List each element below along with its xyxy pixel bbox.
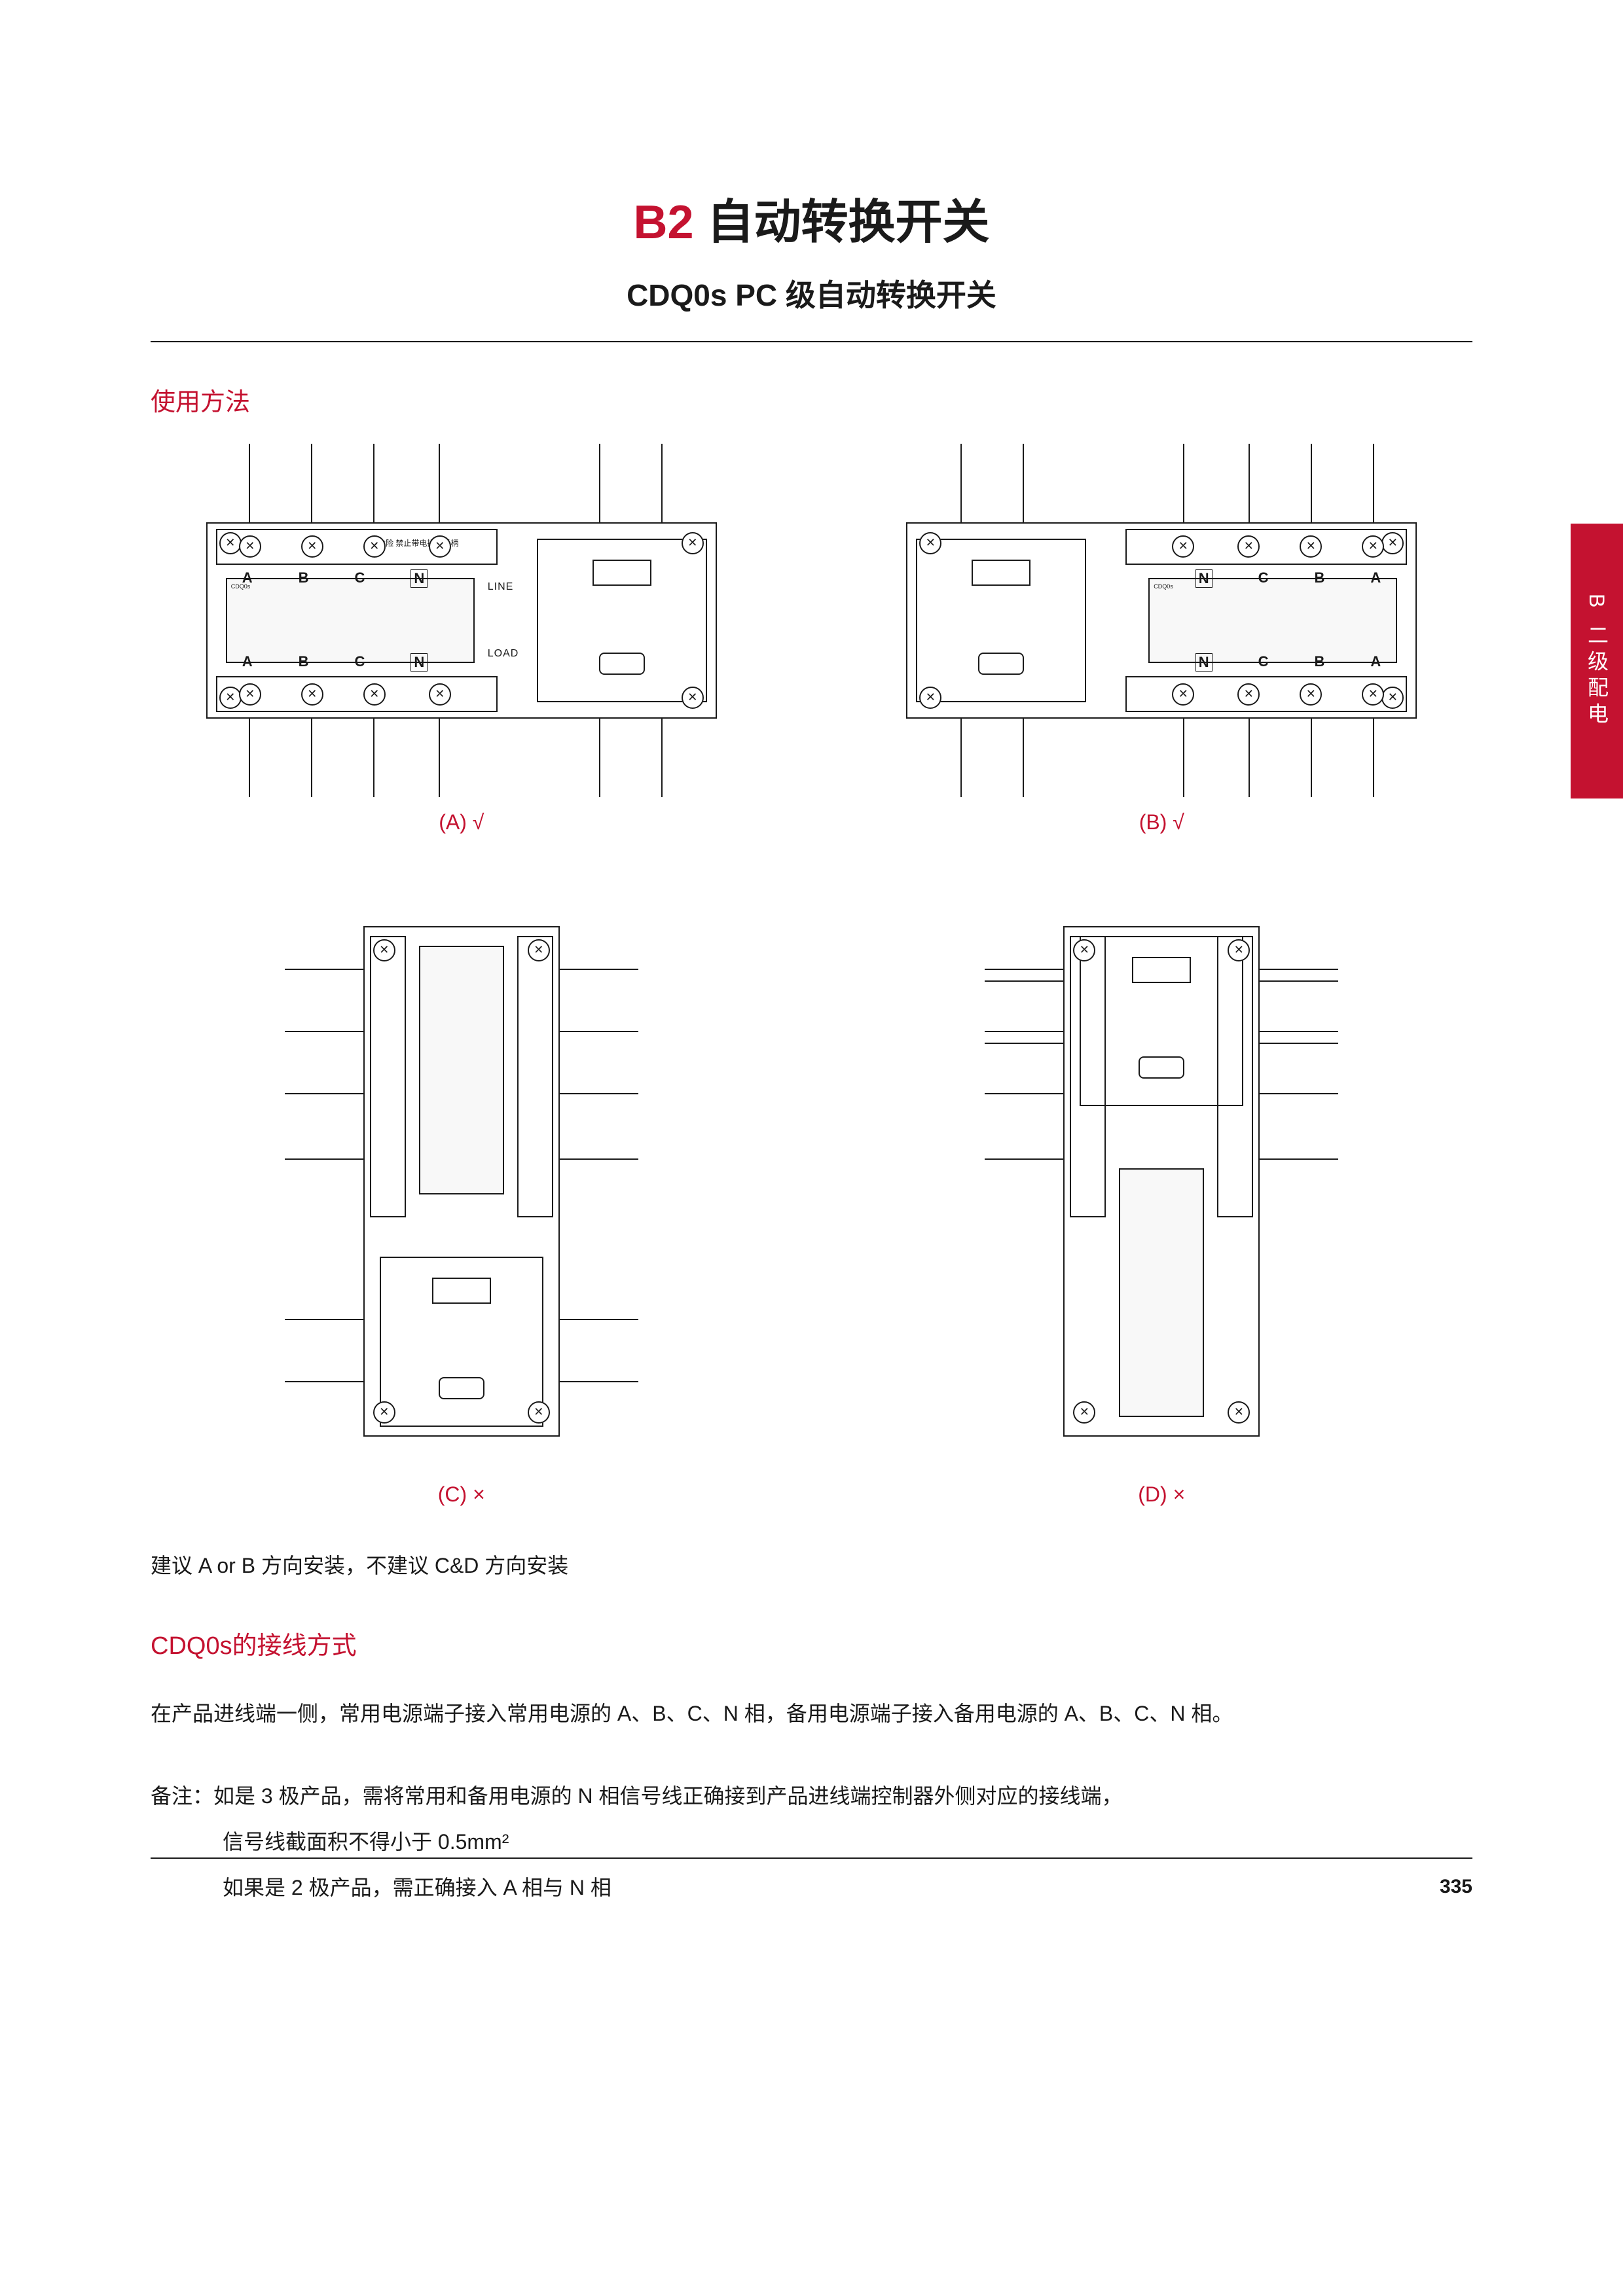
caption-c: (C) × <box>438 1482 485 1507</box>
device-c <box>291 900 632 1463</box>
header-rule <box>151 341 1472 342</box>
caption-b: (B) √ <box>1139 810 1184 834</box>
device-b: CDQ0s AB CN AB CN <box>880 450 1443 791</box>
title-main: 自动转换开关 <box>707 183 990 252</box>
page-header: B2 自动转换开关 CDQ0s PC 级自动转换开关 <box>151 183 1472 315</box>
install-recommendation: 建议 A or B 方向安装，不建议 C&D 方向安装 <box>151 1546 1472 1586</box>
notes: 备注：如是 3 极产品，需将常用和备用电源的 N 相信号线正确接到产品进线端控制… <box>151 1773 1472 1911</box>
diagram-a: ⚠ 危险 禁止带电操作手柄 CDQ0s AB <box>151 450 773 834</box>
page: B2 自动转换开关 CDQ0s PC 级自动转换开关 使用方法 ⚠ 危险 禁止带… <box>0 0 1623 1990</box>
page-number: 335 <box>1440 1876 1472 1898</box>
section-usage-title: 使用方法 <box>151 382 1472 418</box>
device-d <box>991 900 1332 1463</box>
footer-rule <box>151 1857 1472 1859</box>
diagrams-grid: ⚠ 危险 禁止带电操作手柄 CDQ0s AB <box>151 450 1472 1507</box>
subtitle: CDQ0s PC 级自动转换开关 <box>151 272 1472 315</box>
wiring-text: 在产品进线端一侧，常用电源端子接入常用电源的 A、B、C、N 相，备用电源端子接… <box>151 1694 1472 1734</box>
diagram-c: (C) × <box>151 900 773 1507</box>
note-line-3: 如果是 2 极产品，需正确接入 A 相与 N 相 <box>151 1865 1472 1910</box>
title-code: B2 <box>633 196 693 249</box>
diagram-b: CDQ0s AB CN AB CN <box>851 450 1473 834</box>
caption-a: (A) √ <box>439 810 484 834</box>
note-line-1: 备注：如是 3 极产品，需将常用和备用电源的 N 相信号线正确接到产品进线端控制… <box>151 1773 1472 1819</box>
section-wiring-title: CDQ0s的接线方式 <box>151 1625 1472 1661</box>
diagram-d: (D) × <box>851 900 1473 1507</box>
caption-d: (D) × <box>1138 1482 1185 1507</box>
device-a: ⚠ 危险 禁止带电操作手柄 CDQ0s AB <box>180 450 743 791</box>
